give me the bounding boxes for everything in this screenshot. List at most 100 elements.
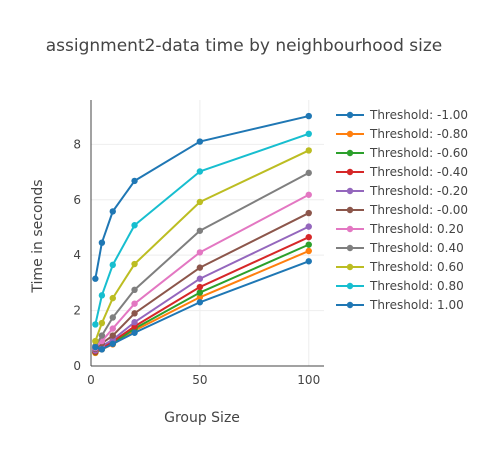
series-layer	[92, 112, 312, 357]
series-line	[94, 115, 309, 279]
legend-item[interactable]: Threshold: 1.00	[336, 298, 464, 312]
data-point[interactable]	[305, 233, 312, 241]
data-point[interactable]	[98, 332, 106, 339]
legend-label: Threshold: -1.00	[369, 108, 468, 122]
data-point[interactable]	[196, 249, 204, 256]
series-line	[94, 193, 310, 349]
series-10[interactable]	[92, 258, 312, 353]
legend-item[interactable]: Threshold: -0.80	[336, 127, 468, 141]
legend-marker	[346, 263, 354, 271]
data-point[interactable]	[196, 168, 204, 175]
data-point[interactable]	[305, 258, 312, 265]
legend-marker	[346, 225, 354, 233]
data-point[interactable]	[305, 191, 312, 198]
data-point[interactable]	[131, 310, 138, 317]
data-point[interactable]	[305, 241, 312, 248]
data-point[interactable]	[196, 275, 204, 282]
x-tick-label: 0	[87, 373, 95, 387]
data-point[interactable]	[131, 260, 138, 268]
data-point[interactable]	[196, 138, 204, 145]
data-point[interactable]	[305, 223, 312, 230]
data-point[interactable]	[305, 169, 312, 177]
legend-marker	[346, 130, 354, 138]
legend-item[interactable]: Threshold: 0.60	[336, 260, 464, 274]
legend-marker	[346, 149, 354, 157]
data-point[interactable]	[196, 283, 204, 291]
legend-label: Threshold: 0.60	[369, 260, 464, 274]
data-point[interactable]	[305, 112, 312, 120]
data-point[interactable]	[98, 239, 106, 246]
legend-item[interactable]: Threshold: -1.00	[336, 108, 468, 122]
series-9[interactable]	[92, 130, 312, 328]
series-line	[94, 132, 310, 325]
legend-label: Threshold: -0.60	[369, 146, 468, 160]
legend-label: Threshold: 0.20	[369, 222, 464, 236]
data-point[interactable]	[109, 340, 116, 348]
y-tick-label: 8	[73, 137, 81, 151]
data-point[interactable]	[305, 247, 312, 255]
y-axis-label: Time in seconds	[30, 179, 46, 293]
legend-item[interactable]: Threshold: -0.20	[336, 184, 468, 198]
data-point[interactable]	[92, 275, 99, 282]
series-6[interactable]	[92, 191, 312, 352]
data-point[interactable]	[196, 299, 204, 306]
data-point[interactable]	[305, 147, 312, 154]
chart-title: assignment2-data time by neighbourhood s…	[46, 36, 443, 56]
data-point[interactable]	[131, 329, 138, 336]
legend-item[interactable]: Threshold: 0.20	[336, 222, 464, 236]
y-tick-label: 4	[73, 248, 81, 262]
legend-marker	[346, 282, 354, 290]
legend-label: Threshold: 1.00	[369, 298, 464, 312]
y-tick-label: 6	[73, 193, 81, 207]
data-point[interactable]	[131, 300, 138, 307]
data-point[interactable]	[196, 289, 204, 296]
data-point[interactable]	[109, 314, 116, 321]
data-point[interactable]	[109, 332, 116, 339]
legend-item[interactable]: Threshold: -0.00	[336, 203, 468, 217]
data-point[interactable]	[196, 264, 204, 271]
data-point[interactable]	[305, 130, 312, 138]
data-point[interactable]	[109, 261, 116, 269]
data-point[interactable]	[98, 319, 106, 327]
axis-layer: 0 50 100 0 2 4 6 8	[73, 100, 324, 387]
legend-marker	[346, 187, 354, 195]
data-point[interactable]	[98, 292, 106, 299]
legend-marker	[346, 244, 354, 252]
x-tick-label: 100	[297, 373, 320, 387]
data-point[interactable]	[305, 209, 312, 217]
series-8[interactable]	[92, 147, 312, 345]
data-point[interactable]	[196, 294, 204, 301]
grid-layer	[91, 100, 324, 366]
x-axis-label: Group Size	[164, 410, 240, 426]
legend-label: Threshold: -0.20	[369, 184, 468, 198]
data-point[interactable]	[92, 343, 99, 351]
legend-label: Threshold: -0.80	[369, 127, 468, 141]
data-point[interactable]	[131, 319, 138, 326]
y-tick-label: 2	[73, 304, 81, 318]
data-point[interactable]	[92, 321, 99, 328]
data-point[interactable]	[131, 286, 138, 294]
legend-item[interactable]: Threshold: -0.60	[336, 146, 468, 160]
legend-marker	[346, 206, 354, 214]
legend-item[interactable]: Threshold: 0.40	[336, 241, 464, 255]
data-point[interactable]	[131, 177, 138, 185]
data-point[interactable]	[109, 294, 116, 302]
data-point[interactable]	[131, 222, 138, 229]
data-point[interactable]	[98, 346, 106, 353]
legend-item[interactable]: Threshold: -0.40	[336, 165, 468, 179]
data-point[interactable]	[196, 198, 204, 206]
legend-label: Threshold: 0.40	[369, 241, 464, 255]
x-tick-label: 50	[192, 373, 207, 387]
legend-item[interactable]: Threshold: 0.80	[336, 279, 464, 293]
data-point[interactable]	[109, 208, 116, 215]
data-point[interactable]	[92, 337, 99, 345]
legend-marker	[346, 168, 354, 176]
data-point[interactable]	[109, 325, 116, 332]
legend[interactable]: Threshold: -1.00 Threshold: -0.80 Threshol…	[336, 108, 468, 312]
legend-marker	[346, 301, 354, 309]
y-tick-label: 0	[73, 359, 81, 373]
legend-marker	[346, 111, 354, 119]
series-0[interactable]	[92, 112, 312, 282]
data-point[interactable]	[196, 227, 204, 234]
